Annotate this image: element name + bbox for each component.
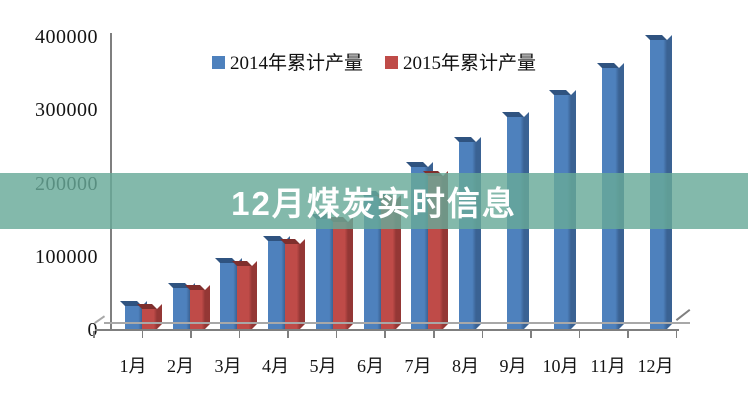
bar-front-face [458, 142, 476, 329]
x-tick-label: 11月 [590, 356, 626, 376]
bar-front-face [237, 266, 253, 329]
x-axis-tick [627, 331, 629, 338]
x-axis-tick [238, 331, 241, 338]
bar-2014年累计产量 [263, 236, 291, 329]
bar-front-face [125, 306, 142, 329]
bar-2015年累计产量 [375, 195, 401, 329]
chart-legend: 2014年累计产量 2015年累计产量 [0, 48, 748, 75]
bar-2015年累计产量 [184, 285, 210, 329]
bar-2014年累计产量 [215, 258, 243, 329]
x-tick-label: 1月 [119, 356, 147, 376]
bar-front-face [285, 244, 301, 329]
bar-2014年累计产量 [358, 191, 386, 329]
bar-front-face [220, 263, 238, 329]
bar-side-face [157, 304, 162, 329]
bar-front-face [315, 219, 333, 329]
x-tick-label: 6月 [357, 356, 384, 376]
x-tick-label: 7月 [404, 356, 432, 376]
legend-swatch-2014 [211, 56, 225, 69]
x-axis-tick [190, 331, 192, 338]
bar-2014年累计产量 [167, 283, 195, 329]
bar-2015年累计产量 [232, 261, 258, 329]
bar-front-face [142, 309, 157, 329]
x-axis-line [95, 329, 679, 331]
bar-side-face [300, 239, 306, 329]
bar-2014年累计产量 [453, 137, 481, 329]
bar-2014年累计产量 [310, 214, 338, 329]
overlay-banner-title: 12月煤炭实时信息 [231, 185, 517, 222]
x-axis-tick [335, 331, 338, 338]
x-tick-label: 9月 [499, 356, 527, 376]
x-axis-tick [433, 331, 435, 338]
x-axis-tick [287, 331, 289, 338]
floor-back-edge [104, 322, 690, 324]
x-axis-tick [481, 331, 484, 338]
y-tick-label: 400000 [35, 26, 98, 48]
bar-front-face [363, 196, 381, 329]
y-tick-label: 100000 [35, 245, 98, 268]
x-tick-label: 8月 [452, 356, 479, 376]
x-axis-tick [93, 331, 95, 338]
x-tick-label: 4月 [262, 356, 289, 376]
x-axis-tick [141, 331, 144, 338]
floor-right-edge [675, 308, 691, 321]
x-axis-tick [384, 331, 386, 338]
x-axis-tick [675, 331, 678, 338]
bar-2014年累计产量 [120, 301, 147, 329]
x-tick-label: 10月 [542, 356, 579, 376]
x-tick-label: 2月 [167, 356, 194, 376]
bar-2015年累计产量 [327, 217, 353, 329]
y-tick-label: 0 [87, 319, 98, 341]
bar-front-face [332, 222, 348, 329]
bar-2015年累计产量 [137, 304, 162, 329]
x-tick-label: 5月 [309, 356, 337, 376]
legend-item-2015: 2015年累计产量 [385, 48, 536, 75]
bar-front-face [189, 290, 205, 329]
y-tick-label: 300000 [35, 99, 98, 122]
overlay-banner: 12月煤炭实时信息 [0, 173, 748, 229]
legend-swatch-2015 [385, 56, 398, 69]
bar-front-face [268, 241, 286, 329]
legend-label-2014: 2014年累计产量 [229, 53, 363, 74]
legend-label-2015: 2015年累计产量 [403, 53, 537, 74]
legend-item-2014: 2014年累计产量 [211, 48, 363, 75]
x-axis-tick [578, 331, 581, 338]
bar-side-face [347, 217, 353, 329]
bar-front-face [380, 200, 396, 329]
x-tick-label: 12月 [637, 356, 674, 376]
bar-2015年累计产量 [280, 239, 306, 329]
bar-front-face [172, 288, 190, 329]
bar-side-face [475, 137, 481, 329]
x-axis-tick [530, 331, 532, 338]
x-tick-label: 3月 [214, 356, 242, 376]
bar-side-face [252, 261, 258, 329]
